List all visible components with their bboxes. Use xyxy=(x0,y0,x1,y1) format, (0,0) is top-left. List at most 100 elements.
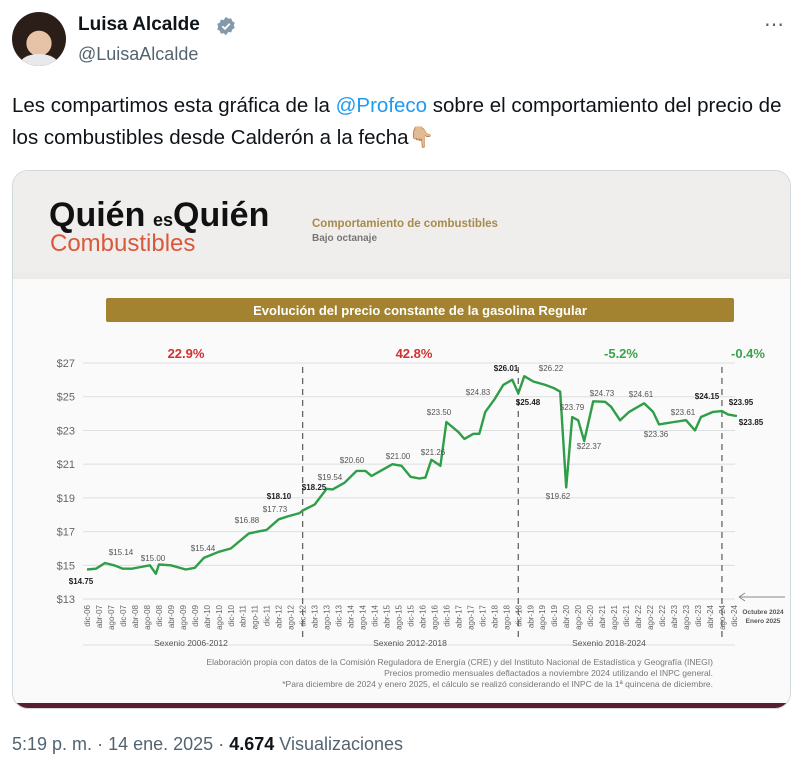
y-tick-label: $19 xyxy=(57,493,75,505)
x-tick-label: ago-09 xyxy=(179,604,188,629)
footnote-2: Precios promedio mensuales deflactados a… xyxy=(384,668,713,678)
sexenio-change-percent: 22.9% xyxy=(168,346,205,361)
x-tick-label: dic-22 xyxy=(658,604,667,626)
tweet-time[interactable]: 5:19 p. m. xyxy=(12,734,93,754)
tweet-text-part: Les compartimos esta gráfica de la xyxy=(12,94,336,117)
logo-quien-2: Quién xyxy=(173,196,269,234)
price-annotation: $23.79 xyxy=(560,403,585,412)
price-annotation: $16.88 xyxy=(235,516,260,525)
x-tick-label: ago-21 xyxy=(610,604,619,629)
x-tick-label: ago-07 xyxy=(107,604,116,629)
tweet-date[interactable]: 14 ene. 2025 xyxy=(108,734,214,754)
footnote-3: *Para diciembre de 2024 y enero 2025, el… xyxy=(282,679,713,689)
tweet-text-part: sobre el comportamiento del precio de lo… xyxy=(12,94,782,149)
price-annotation: $19.54 xyxy=(318,473,343,482)
price-annotation: $14.75 xyxy=(69,577,94,586)
x-tick-label: abr-19 xyxy=(526,604,535,628)
x-tick-label: dic-10 xyxy=(227,604,236,626)
y-tick-label: $27 xyxy=(57,358,75,370)
price-annotation: $24.83 xyxy=(466,388,491,397)
x-tick-label: ago-11 xyxy=(251,604,260,629)
bottom-band xyxy=(13,703,790,708)
views-label: Visualizaciones xyxy=(279,734,404,754)
x-tick-label: abr-18 xyxy=(490,604,499,628)
x-tick-label: ago-23 xyxy=(682,604,691,629)
x-tick-label: dic-15 xyxy=(406,604,415,626)
x-tick-label: dic-23 xyxy=(694,604,703,626)
x-tick-label: ago-10 xyxy=(215,604,224,629)
tweet-text: Les compartimos esta gráfica de la @Prof… xyxy=(12,90,792,154)
price-annotation: $15.00 xyxy=(141,554,166,563)
x-tick-label: dic-07 xyxy=(119,604,128,626)
x-tick-label: dic-11 xyxy=(263,604,272,626)
author-name[interactable]: Luisa Alcalde xyxy=(78,14,200,35)
x-tick-label: dic-21 xyxy=(622,604,631,626)
x-tick-label: ago-13 xyxy=(323,604,332,629)
x-tick-label: dic-08 xyxy=(155,604,164,626)
price-annotation: $23.36 xyxy=(644,430,669,439)
x-tick-label: abr-11 xyxy=(239,604,248,627)
x-tick-label: abr-13 xyxy=(311,604,320,628)
price-annotation: $18.10 xyxy=(267,492,292,501)
x-tick-label: abr-07 xyxy=(95,604,104,628)
arrow-note-2: Enero 2025 xyxy=(746,618,781,625)
mention-link[interactable]: @Profeco xyxy=(335,94,428,117)
author-handle[interactable]: @LuisaAlcalde xyxy=(78,44,199,64)
x-tick-label: ago-14 xyxy=(359,604,368,629)
x-tick-label: dic-06 xyxy=(83,604,92,626)
arrow-note-1: Octubre 2024 xyxy=(742,609,784,616)
avatar[interactable] xyxy=(12,12,66,66)
price-annotation: $21.00 xyxy=(386,452,411,461)
x-tick-label: dic-12 xyxy=(299,604,308,626)
x-tick-label: dic-20 xyxy=(586,604,595,626)
x-tick-label: abr-09 xyxy=(167,604,176,628)
price-annotation: $24.61 xyxy=(629,390,654,399)
y-tick-label: $17 xyxy=(57,527,75,539)
x-tick-label: abr-24 xyxy=(706,604,715,628)
y-tick-label: $23 xyxy=(57,425,75,437)
tweet-image[interactable]: Quién es Quién Combustibles Comportamien… xyxy=(12,170,791,709)
sexenio-change-percent: -0.4% xyxy=(731,346,765,361)
title-banner-text: Evolución del precio constante de la gas… xyxy=(253,303,587,318)
image-subtitle-2: Bajo octanaje xyxy=(312,233,377,244)
separator: · xyxy=(218,734,225,754)
header-band xyxy=(13,171,790,273)
price-annotation: $19.62 xyxy=(546,492,571,501)
price-annotation: $22.37 xyxy=(577,442,602,451)
separator: · xyxy=(97,734,104,754)
x-tick-label: dic-13 xyxy=(335,604,344,626)
price-annotation: $23.61 xyxy=(671,408,696,417)
price-annotation: $20.60 xyxy=(340,456,365,465)
pointing-down-emoji-icon: 👇🏼 xyxy=(408,126,435,149)
x-tick-label: dic-24 xyxy=(730,604,739,626)
x-tick-label: abr-21 xyxy=(598,604,607,628)
price-annotation: $15.14 xyxy=(109,548,134,557)
price-annotation: $21.26 xyxy=(421,448,446,457)
x-tick-label: ago-17 xyxy=(466,604,475,629)
price-annotation: $23.50 xyxy=(427,408,452,417)
x-tick-label: ago-22 xyxy=(646,604,655,629)
y-tick-label: $15 xyxy=(57,560,75,572)
title-banner xyxy=(106,298,734,322)
x-tick-label: dic-14 xyxy=(371,604,380,626)
sexenio-change-percent: 42.8% xyxy=(396,346,433,361)
x-tick-label: abr-15 xyxy=(383,604,392,628)
x-tick-label: ago-12 xyxy=(287,604,296,629)
x-tick-label: dic-16 xyxy=(442,604,451,626)
tweet-meta: 5:19 p. m. · 14 ene. 2025 · 4.674 Visual… xyxy=(12,734,403,755)
price-annotation: $18.25 xyxy=(302,483,327,492)
sexenio-label: Sexenio 2018-2024 xyxy=(572,638,646,648)
logo-combustibles: Combustibles xyxy=(50,230,195,257)
ellipsis-icon[interactable]: ⋯ xyxy=(764,14,785,36)
x-tick-label: ago-08 xyxy=(143,604,152,629)
x-tick-label: ago-16 xyxy=(430,604,439,629)
x-tick-label: abr-20 xyxy=(562,604,571,628)
price-annotation: $23.95 xyxy=(729,398,754,407)
x-tick-label: dic-09 xyxy=(191,604,200,626)
x-tick-label: ago-15 xyxy=(394,604,403,629)
x-tick-label: abr-16 xyxy=(418,604,427,628)
sexenio-change-percent: -5.2% xyxy=(604,346,638,361)
x-tick-label: abr-22 xyxy=(634,604,643,628)
fuel-price-chart: Quién es Quién Combustibles Comportamien… xyxy=(13,171,790,708)
date-range-arrow: Octubre 2024 Enero 2025 xyxy=(738,592,785,625)
